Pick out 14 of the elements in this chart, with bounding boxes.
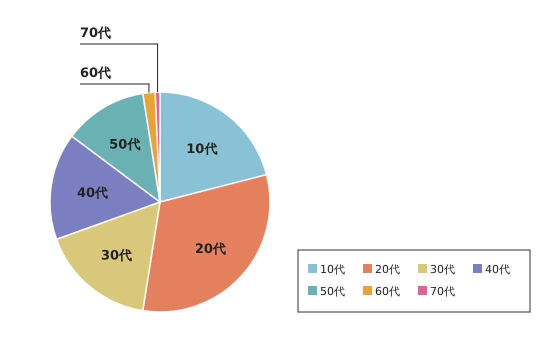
slice-label: 40代 xyxy=(76,186,108,201)
slice-label: 30代 xyxy=(100,248,132,264)
slice-label: 70代 xyxy=(80,26,112,41)
slice-label: 10代 xyxy=(186,142,218,158)
legend-label: 20代 xyxy=(375,263,400,276)
slice-label: 60代 xyxy=(80,66,112,81)
legend-label: 50代 xyxy=(320,285,345,298)
slice-label: 20代 xyxy=(194,242,226,257)
legend-label: 10代 xyxy=(320,263,345,276)
legend-label: 70代 xyxy=(430,285,455,298)
legend-label: 30代 xyxy=(430,263,455,276)
slice-label: 50代 xyxy=(109,138,140,153)
legend-label: 40代 xyxy=(485,263,510,276)
legend-label: 60代 xyxy=(375,285,400,298)
